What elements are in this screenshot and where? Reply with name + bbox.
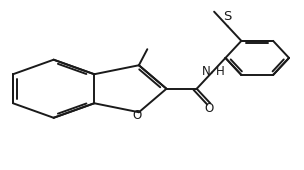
Text: O: O [133,109,142,123]
Text: S: S [223,10,232,23]
Text: H: H [216,65,224,78]
Text: O: O [204,101,213,115]
Text: N: N [202,65,210,78]
